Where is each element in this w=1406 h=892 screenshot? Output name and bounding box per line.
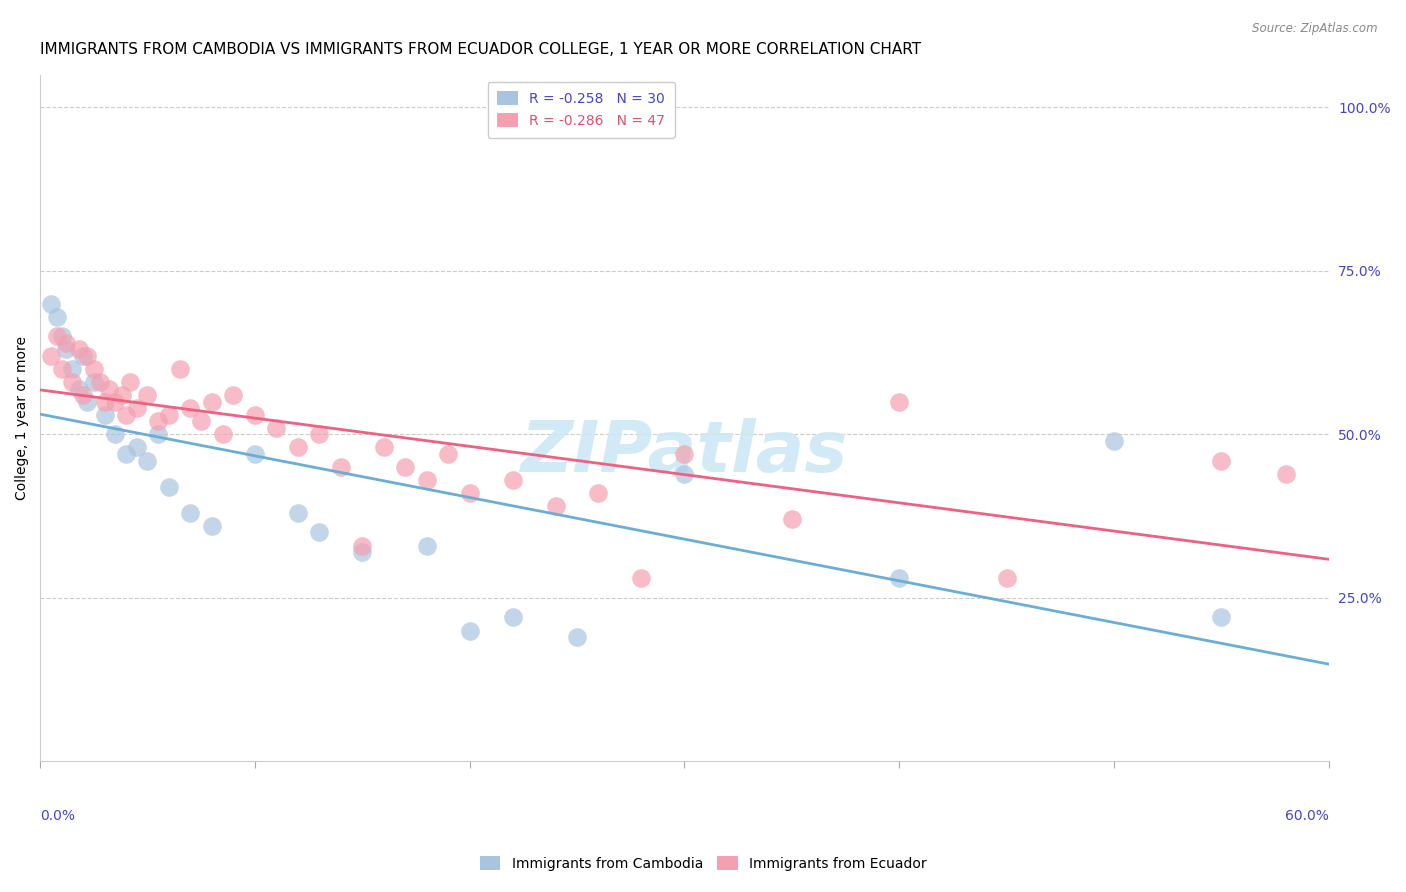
Point — [1211, 453, 1233, 467]
Point — [83, 375, 105, 389]
Point — [352, 539, 374, 553]
Point — [415, 539, 437, 553]
Point — [243, 408, 266, 422]
Point — [120, 375, 142, 389]
Legend: Immigrants from Cambodia, Immigrants from Ecuador: Immigrants from Cambodia, Immigrants fro… — [474, 850, 932, 876]
Point — [394, 460, 416, 475]
Point — [780, 512, 803, 526]
Point — [179, 401, 201, 416]
Point — [125, 401, 148, 416]
Point — [39, 349, 62, 363]
Point — [51, 329, 73, 343]
Point — [89, 375, 111, 389]
Point — [46, 329, 69, 343]
Point — [211, 427, 233, 442]
Point — [136, 388, 159, 402]
Point — [157, 408, 180, 422]
Point — [266, 421, 288, 435]
Point — [373, 441, 395, 455]
Text: IMMIGRANTS FROM CAMBODIA VS IMMIGRANTS FROM ECUADOR COLLEGE, 1 YEAR OR MORE CORR: IMMIGRANTS FROM CAMBODIA VS IMMIGRANTS F… — [41, 42, 921, 57]
Point — [104, 427, 127, 442]
Point — [111, 388, 134, 402]
Point — [55, 343, 77, 357]
Point — [308, 427, 330, 442]
Y-axis label: College, 1 year or more: College, 1 year or more — [15, 336, 30, 500]
Point — [630, 571, 652, 585]
Point — [157, 480, 180, 494]
Point — [458, 486, 481, 500]
Point — [83, 362, 105, 376]
Point — [115, 447, 138, 461]
Point — [179, 506, 201, 520]
Point — [115, 408, 138, 422]
Text: 0.0%: 0.0% — [41, 809, 75, 823]
Point — [169, 362, 191, 376]
Point — [55, 335, 77, 350]
Point — [544, 500, 567, 514]
Point — [415, 473, 437, 487]
Point — [673, 447, 696, 461]
Point — [39, 296, 62, 310]
Point — [67, 382, 90, 396]
Point — [125, 441, 148, 455]
Text: Source: ZipAtlas.com: Source: ZipAtlas.com — [1253, 22, 1378, 36]
Point — [46, 310, 69, 324]
Point — [673, 467, 696, 481]
Point — [67, 343, 90, 357]
Point — [72, 388, 94, 402]
Point — [502, 473, 524, 487]
Point — [995, 571, 1018, 585]
Point — [437, 447, 460, 461]
Text: ZIPatlas: ZIPatlas — [520, 417, 848, 487]
Point — [190, 414, 212, 428]
Point — [148, 414, 170, 428]
Point — [889, 571, 911, 585]
Legend: R = -0.258   N = 30, R = -0.286   N = 47: R = -0.258 N = 30, R = -0.286 N = 47 — [488, 81, 675, 137]
Point — [97, 382, 120, 396]
Point — [72, 349, 94, 363]
Point — [222, 388, 245, 402]
Point — [352, 545, 374, 559]
Point — [329, 460, 352, 475]
Point — [201, 519, 224, 533]
Point — [565, 630, 588, 644]
Point — [136, 453, 159, 467]
Point — [104, 394, 127, 409]
Point — [201, 394, 224, 409]
Point — [243, 447, 266, 461]
Point — [308, 525, 330, 540]
Point — [502, 610, 524, 624]
Point — [51, 362, 73, 376]
Point — [93, 394, 115, 409]
Point — [287, 506, 309, 520]
Point — [148, 427, 170, 442]
Point — [60, 362, 83, 376]
Point — [458, 624, 481, 638]
Point — [76, 349, 98, 363]
Point — [93, 408, 115, 422]
Point — [889, 394, 911, 409]
Point — [1102, 434, 1125, 448]
Point — [76, 394, 98, 409]
Point — [1211, 610, 1233, 624]
Point — [60, 375, 83, 389]
Point — [588, 486, 610, 500]
Point — [287, 441, 309, 455]
Text: 60.0%: 60.0% — [1285, 809, 1329, 823]
Point — [1274, 467, 1296, 481]
